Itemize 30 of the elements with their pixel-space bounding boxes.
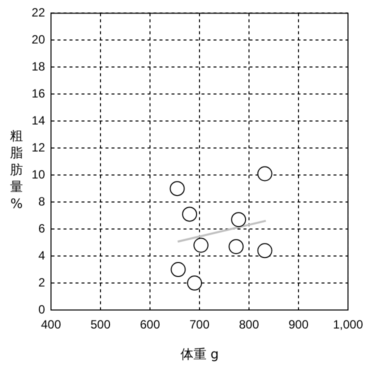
point bbox=[257, 243, 272, 258]
x-tick-label: 900 bbox=[288, 318, 309, 332]
y-axis-title: 粗脂肪量% bbox=[10, 128, 23, 213]
y-tick-label: 18 bbox=[32, 59, 46, 74]
y-tick-label: 0 bbox=[38, 302, 46, 316]
x-tick-label: 400 bbox=[40, 318, 62, 332]
y-tick-label: 20 bbox=[32, 32, 46, 46]
point bbox=[257, 166, 272, 182]
x-tick-label: 700 bbox=[189, 318, 210, 332]
x-tick-label: 1,000 bbox=[332, 318, 364, 332]
point bbox=[170, 181, 185, 196]
y-tick-label: 8 bbox=[38, 194, 46, 208]
y-tick-label: 10 bbox=[32, 167, 46, 182]
y-tick-label: 22 bbox=[32, 6, 46, 20]
y-tick-label: 14 bbox=[32, 113, 46, 128]
point bbox=[228, 239, 244, 254]
y-tick-label: 16 bbox=[32, 86, 46, 100]
x-tick-label: 600 bbox=[140, 318, 160, 332]
y-tick-label: 6 bbox=[38, 221, 46, 236]
x-tick-label: 800 bbox=[238, 318, 260, 332]
point bbox=[193, 238, 208, 253]
y-tick-label: 4 bbox=[38, 248, 46, 262]
point bbox=[182, 206, 198, 222]
point bbox=[170, 262, 186, 278]
y-tick-label: 12 bbox=[32, 140, 46, 154]
y-tick-label: 2 bbox=[38, 275, 46, 290]
x-tick-label: 500 bbox=[90, 318, 111, 332]
point bbox=[231, 212, 246, 228]
point bbox=[187, 276, 202, 291]
x-axis-title: 体重 g bbox=[180, 348, 219, 363]
